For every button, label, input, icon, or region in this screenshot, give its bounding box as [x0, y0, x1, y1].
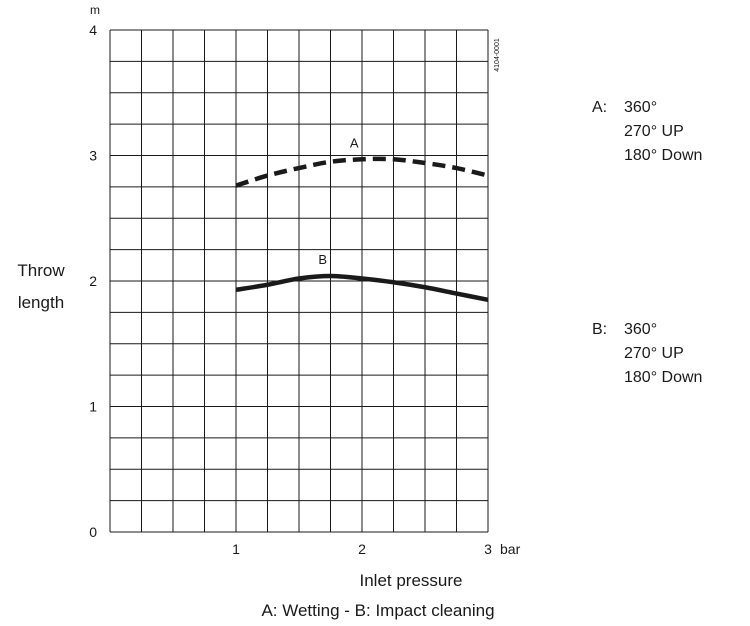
legend-a-line-2: 270° UP — [624, 123, 684, 140]
legend-a-line-3: 180° Down — [624, 147, 703, 164]
y-tick-label: 1 — [89, 399, 97, 415]
x-axis-unit: bar — [500, 541, 521, 557]
x-tick-label: 2 — [358, 541, 366, 557]
legend-b-line-2: 270° UP — [624, 345, 684, 362]
series-b-line — [235, 273, 489, 303]
y-tick-label: 2 — [89, 273, 97, 289]
legend-a: A: 360° 270° UP 180° Down — [592, 96, 702, 168]
series-a-line — [235, 156, 489, 188]
y-axis-label: length — [18, 293, 64, 312]
x-tick-label: 3 — [484, 541, 492, 557]
y-axis-unit: m — [90, 3, 100, 17]
legend-b-line-1: 360° — [624, 321, 658, 338]
legend-b: B: 360° 270° UP 180° Down — [592, 318, 702, 390]
series-b-label: B — [318, 252, 327, 267]
y-tick-label: 0 — [89, 524, 97, 540]
x-axis-label: Inlet pressure — [360, 571, 463, 590]
figure-code: 4104-0001 — [494, 38, 501, 72]
chart-curves — [235, 156, 489, 303]
x-tick-label: 1 — [232, 541, 240, 557]
legend-b-line-3: 180° Down — [624, 369, 703, 386]
legend-a-line-1: 360° — [624, 99, 658, 116]
series-a-label: A — [350, 135, 359, 150]
y-tick-label: 3 — [89, 148, 97, 164]
chart-labels: 0 1 2 3 4 1 2 3 m bar Throw length Inlet pressure A: … — [17, 3, 520, 620]
chart-caption: A: Wetting - B: Impact cleaning — [261, 601, 494, 620]
y-axis-label: Throw — [17, 261, 65, 280]
chart-grid — [109, 29, 489, 533]
legend-a-key: A: — [592, 99, 608, 116]
legend-b-key: B: — [592, 321, 608, 338]
y-tick-label: 4 — [89, 22, 97, 38]
